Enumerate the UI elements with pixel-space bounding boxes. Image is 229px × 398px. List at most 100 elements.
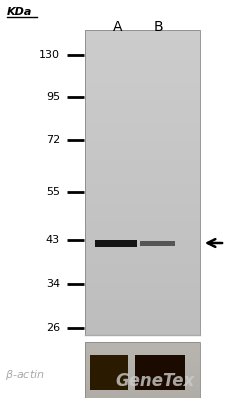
Bar xyxy=(85,383,199,385)
Bar xyxy=(85,232,199,236)
Bar xyxy=(85,381,199,384)
Bar xyxy=(90,355,128,390)
Text: $\beta$-actin: $\beta$-actin xyxy=(5,368,45,382)
Bar xyxy=(85,259,199,263)
Bar xyxy=(85,366,199,369)
Bar xyxy=(85,80,199,84)
Bar xyxy=(85,57,199,61)
Bar xyxy=(85,347,199,350)
Bar xyxy=(85,372,199,374)
Bar xyxy=(95,240,136,247)
Bar xyxy=(85,167,199,172)
Bar xyxy=(85,266,199,271)
Text: KDa: KDa xyxy=(7,7,32,17)
Bar xyxy=(85,118,199,122)
Bar xyxy=(85,392,199,395)
Bar xyxy=(85,217,199,221)
Bar xyxy=(85,324,199,328)
Bar xyxy=(85,342,199,344)
Bar xyxy=(85,186,199,191)
Bar xyxy=(85,114,199,118)
Bar xyxy=(85,274,199,278)
Bar xyxy=(85,331,199,336)
Bar xyxy=(85,224,199,229)
Bar xyxy=(85,160,199,164)
Bar xyxy=(85,370,199,373)
Text: 43: 43 xyxy=(46,235,60,245)
Bar xyxy=(85,194,199,198)
Bar xyxy=(85,355,199,357)
Bar xyxy=(85,282,199,286)
Bar xyxy=(85,76,199,80)
Text: 34: 34 xyxy=(46,279,60,289)
Bar xyxy=(85,297,199,301)
Bar xyxy=(85,99,199,103)
Bar xyxy=(85,125,199,130)
Text: 130: 130 xyxy=(39,50,60,60)
Bar xyxy=(85,220,199,225)
Bar xyxy=(85,68,199,72)
Bar xyxy=(85,121,199,126)
Bar xyxy=(85,179,199,183)
Bar xyxy=(85,213,199,217)
Bar xyxy=(85,270,199,275)
Bar xyxy=(85,53,199,57)
Bar xyxy=(85,255,199,259)
Bar xyxy=(85,49,199,53)
Bar xyxy=(85,198,199,202)
Bar xyxy=(85,349,199,352)
Text: 55: 55 xyxy=(46,187,60,197)
Bar xyxy=(85,175,199,179)
Bar xyxy=(85,228,199,232)
Bar xyxy=(85,396,199,398)
Bar xyxy=(85,171,199,176)
Bar xyxy=(85,156,199,160)
Bar xyxy=(85,344,199,346)
Text: 95: 95 xyxy=(46,92,60,102)
Bar xyxy=(85,278,199,282)
Bar xyxy=(85,30,199,34)
Bar xyxy=(85,389,199,391)
Bar xyxy=(85,34,199,38)
Bar xyxy=(85,87,199,92)
Bar xyxy=(85,361,199,363)
Text: 72: 72 xyxy=(46,135,60,145)
Bar xyxy=(85,263,199,267)
Text: GeneTex: GeneTex xyxy=(115,372,194,390)
Bar xyxy=(134,355,184,390)
Bar xyxy=(85,201,199,206)
Bar xyxy=(85,320,199,324)
Text: B: B xyxy=(153,20,162,34)
Bar xyxy=(85,376,199,378)
Bar xyxy=(85,353,199,355)
Bar xyxy=(85,91,199,95)
Bar xyxy=(85,129,199,133)
Bar xyxy=(85,140,199,145)
Text: 26: 26 xyxy=(46,323,60,333)
Bar xyxy=(85,289,199,294)
Bar xyxy=(85,83,199,88)
Bar xyxy=(85,316,199,320)
Bar xyxy=(85,247,199,252)
Bar xyxy=(85,387,199,389)
Bar xyxy=(85,385,199,387)
Bar xyxy=(85,312,199,316)
Text: A: A xyxy=(113,20,122,34)
Bar xyxy=(85,209,199,213)
Bar xyxy=(85,133,199,137)
Bar xyxy=(85,41,199,46)
Bar xyxy=(85,144,199,149)
Bar xyxy=(85,394,199,397)
Bar xyxy=(85,30,199,335)
Bar xyxy=(85,38,199,42)
Bar xyxy=(85,205,199,210)
Bar xyxy=(85,110,199,114)
Bar xyxy=(85,64,199,68)
Bar xyxy=(85,346,199,348)
Bar xyxy=(85,328,199,332)
Bar xyxy=(85,342,199,398)
Bar xyxy=(85,374,199,376)
Bar xyxy=(85,357,199,359)
Bar xyxy=(85,190,199,195)
Bar xyxy=(85,368,199,371)
